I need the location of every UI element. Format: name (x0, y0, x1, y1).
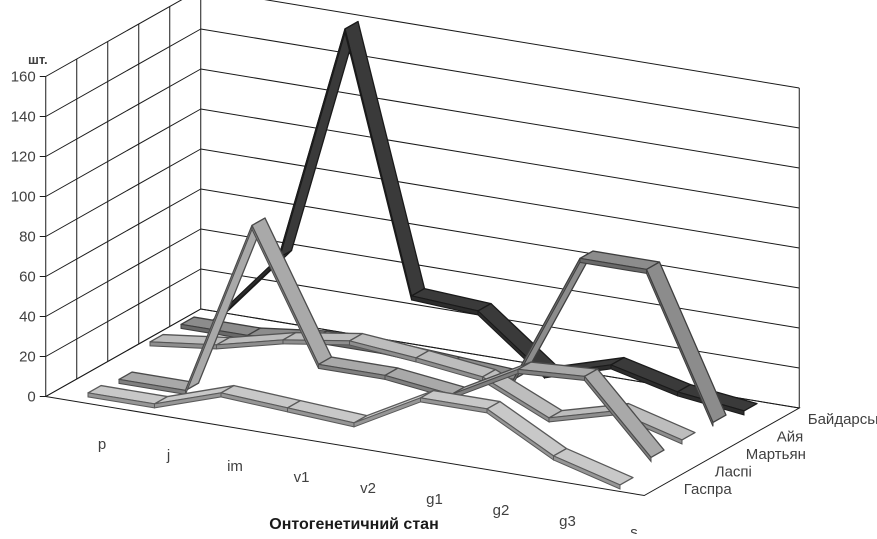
side-wall-gridline (46, 0, 201, 77)
y-tick-label: 0 (27, 389, 35, 406)
series-depth-label: Гаспра (684, 481, 733, 498)
series-depth-label: Мартьян (746, 446, 806, 463)
x-tick-label: g1 (426, 491, 443, 508)
y-tick-label: 60 (19, 269, 36, 286)
series-segment (553, 449, 633, 485)
x-tick-label: j (166, 447, 170, 464)
x-tick-label: g3 (559, 513, 576, 530)
side-wall-gridline (46, 29, 201, 117)
chart-series-layer (88, 22, 757, 489)
y-tick-label: 140 (11, 109, 36, 126)
chart-walls (40, 0, 800, 496)
x-tick-label: p (98, 436, 106, 453)
y-tick-label: 120 (11, 149, 36, 166)
series-depth-label: Ласпі (715, 463, 752, 480)
series-segment-edge (354, 398, 421, 427)
x-axis-title: Онтогенетичний стан (269, 516, 438, 533)
side-wall-gridline (46, 149, 201, 237)
back-wall-gridline (201, 29, 800, 128)
y-tick-label: 80 (19, 229, 36, 246)
back-wall-gridline (201, 109, 800, 208)
y-tick-label: 40 (19, 309, 36, 326)
series-depth-label: Байдарська долина (808, 411, 877, 428)
series-segment-edge (185, 225, 252, 394)
x-tick-label: g2 (493, 502, 510, 519)
x-tick-label: im (227, 458, 243, 475)
back-wall-gridline (201, 69, 800, 168)
side-wall-gridline (46, 229, 201, 317)
series-segment-edge (646, 269, 713, 426)
y-tick-label: 20 (19, 349, 36, 366)
side-wall-gridline (46, 109, 201, 197)
series-segment (611, 358, 691, 392)
side-wall-gridline (46, 69, 201, 157)
series-ribbon (88, 386, 633, 489)
x-tick-label: v1 (294, 469, 310, 486)
series-segment-edge (278, 29, 345, 262)
series-segment-edge (345, 29, 412, 300)
y-tick-label: 160 (11, 69, 36, 86)
series-depth-label: Айя (777, 428, 804, 445)
side-wall-gridline (46, 189, 201, 277)
y-tick-label: 100 (11, 189, 36, 206)
x-tick-label: v2 (360, 480, 376, 497)
y-unit-label: шт. (28, 52, 48, 67)
x-tick-label: s (630, 524, 638, 534)
